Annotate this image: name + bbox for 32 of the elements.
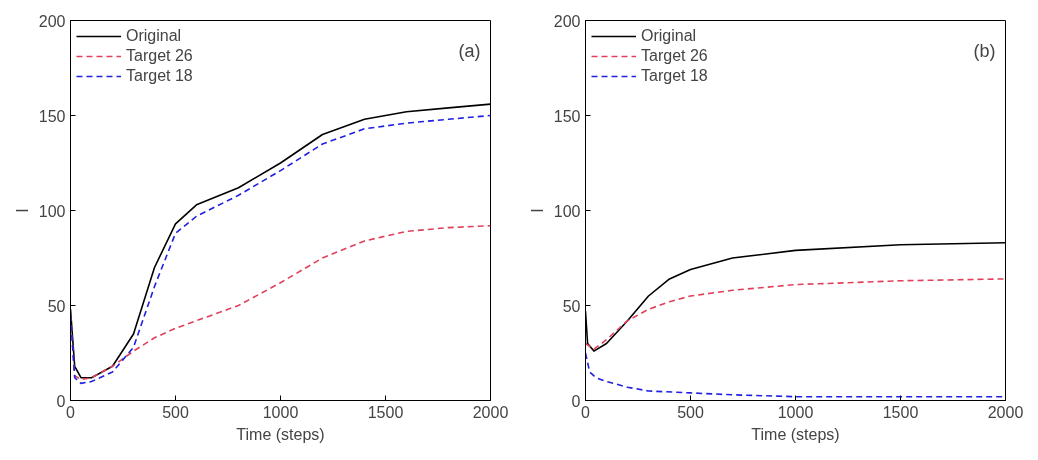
x-tick-label: 1500	[882, 403, 919, 421]
legend-label: Original	[126, 27, 182, 45]
y-axis-title: I	[13, 208, 31, 213]
x-tick-label: 1000	[262, 403, 299, 421]
annotation: (a)	[458, 40, 481, 61]
x-tick-label: 2000	[987, 403, 1024, 421]
line-series	[585, 278, 1006, 350]
y-tick-label: 200	[38, 12, 66, 30]
legend-label: Original	[641, 27, 697, 45]
y-tick-label: 150	[553, 107, 581, 125]
y-tick-label: 0	[571, 392, 581, 410]
legend-label: Target 18	[126, 67, 193, 85]
legend-label: Target 26	[641, 47, 708, 65]
x-axis-title: Time (steps)	[751, 425, 840, 443]
legend-label: Target 26	[126, 47, 193, 65]
y-tick-label: 100	[553, 202, 581, 220]
x-tick-label: 1500	[367, 403, 404, 421]
y-tick-label: 50	[562, 297, 581, 315]
y-tick-label: 150	[38, 107, 66, 125]
x-tick-label: 500	[162, 403, 189, 421]
x-axis-title: Time (steps)	[236, 425, 325, 443]
y-tick-label: 100	[38, 202, 66, 220]
legend-label: Target 18	[641, 67, 708, 85]
y-tick-label: 0	[56, 392, 66, 410]
x-tick-label: 2000	[472, 403, 509, 421]
y-tick-label: 50	[47, 297, 66, 315]
y-tick-label: 200	[553, 12, 581, 30]
x-tick-label: 1000	[777, 403, 814, 421]
line-series	[70, 224, 491, 381]
x-tick-label: 500	[677, 403, 704, 421]
y-axis-title: I	[528, 208, 546, 213]
annotation: (b)	[973, 40, 996, 61]
